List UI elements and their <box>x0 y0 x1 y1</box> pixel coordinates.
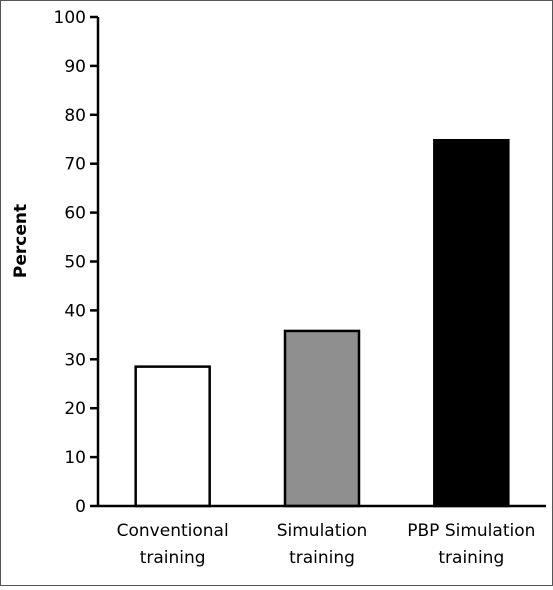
x-axis: Conventional training Simulation training PB… <box>98 504 546 568</box>
y-tick-label: 50 <box>64 253 86 273</box>
y-tick-label: 20 <box>64 399 86 419</box>
bars <box>134 138 510 508</box>
y-tick-label: 60 <box>64 204 86 224</box>
y-tick-label: 10 <box>64 448 86 468</box>
y-tick-label: 90 <box>64 57 86 77</box>
x-category-label: PBP Simulation training <box>407 521 535 568</box>
y-tick-label: 40 <box>64 301 86 321</box>
y-tick-label: 80 <box>64 106 86 126</box>
y-axis-label: Percent <box>11 204 31 278</box>
y-tick-label: 70 <box>64 155 86 175</box>
y-axis: 0 10 20 30 40 50 60 70 80 90 100 <box>54 8 100 517</box>
y-tick-label: 0 <box>75 497 86 517</box>
x-category-label: Simulation training <box>277 521 368 568</box>
bar <box>283 329 361 508</box>
bar <box>433 138 510 508</box>
bar <box>134 365 211 508</box>
x-category-label: Conventional training <box>117 521 229 568</box>
y-tick-label: 30 <box>64 350 86 370</box>
y-tick-label: 100 <box>54 8 86 28</box>
